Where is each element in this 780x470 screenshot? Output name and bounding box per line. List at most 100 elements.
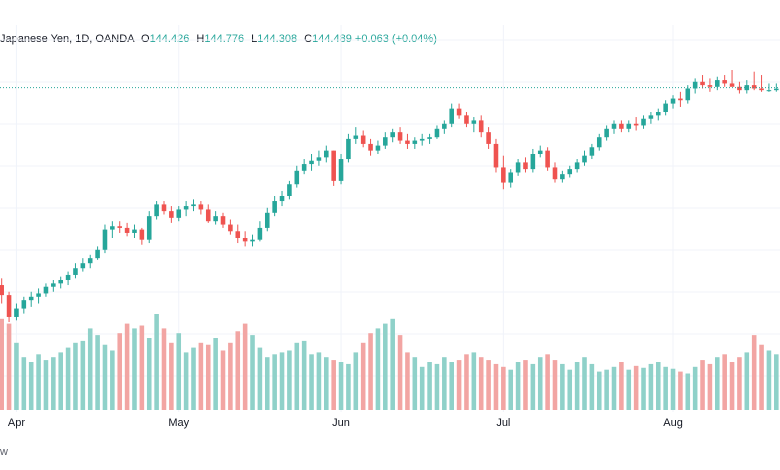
volume-bar	[670, 368, 676, 410]
candle-body	[124, 227, 130, 233]
candle-body	[65, 274, 71, 280]
candle-body	[146, 216, 152, 240]
candle-body	[729, 83, 735, 87]
candle-body	[619, 123, 624, 129]
volume-bar	[6, 323, 12, 410]
volume-bar	[0, 318, 4, 410]
candle-body	[405, 140, 410, 144]
volume-bar	[685, 373, 691, 410]
volume-bar	[176, 333, 182, 410]
volume-bar	[279, 352, 285, 410]
candle-body	[574, 162, 580, 170]
candle-body	[412, 140, 418, 144]
volume-bar	[154, 314, 159, 410]
high-value: 144.776	[204, 33, 245, 45]
x-axis: AprMayJunJulAugSep	[8, 417, 683, 429]
x-tick-label: Jun	[332, 417, 350, 429]
candle-body	[655, 112, 661, 116]
volume-bar	[346, 363, 351, 410]
volume-bar	[51, 357, 56, 410]
candle-body	[537, 150, 543, 154]
candle-body	[117, 226, 123, 228]
volume-bar	[250, 335, 255, 410]
volume-bar	[707, 363, 713, 410]
close-label: C	[304, 33, 313, 45]
volume-bar	[228, 342, 233, 410]
volume-bar	[729, 362, 735, 410]
candle-body	[604, 128, 609, 138]
volume-bar	[36, 354, 41, 410]
volume-bar	[508, 369, 514, 410]
candle-body	[478, 120, 484, 133]
candle-body	[51, 283, 56, 287]
volume-bar	[774, 354, 779, 410]
candle-body	[633, 123, 639, 126]
volume-bar	[139, 325, 145, 410]
open-value: 144.426	[149, 33, 190, 45]
volume-bar	[316, 352, 322, 410]
volume-bar	[715, 357, 720, 410]
change-value: +0.063 (+0.04%)	[354, 33, 437, 45]
candle-body	[264, 212, 270, 228]
candle-body	[737, 86, 742, 91]
volume-bar	[353, 352, 359, 410]
candle-body	[545, 150, 550, 168]
candle-body	[692, 81, 698, 89]
candle-body	[176, 209, 182, 218]
volume-bar	[375, 328, 381, 410]
candle-body	[36, 293, 41, 297]
volume-bar	[678, 371, 683, 410]
volume-bar	[751, 335, 757, 410]
candle-body	[648, 115, 654, 119]
candle-body	[419, 138, 425, 141]
x-tick-label: Jul	[496, 417, 510, 429]
candle-body	[331, 150, 336, 181]
candle-body	[287, 184, 292, 196]
volume-bar	[582, 357, 587, 410]
volume-bar	[80, 340, 86, 410]
volume-bar	[309, 354, 314, 410]
candle-body	[132, 229, 137, 233]
low-value: 144.308	[257, 33, 298, 45]
candle-body	[722, 80, 727, 84]
candle-body	[368, 143, 373, 151]
candle-body	[346, 138, 351, 160]
volume-bar	[442, 357, 447, 410]
candle-body	[486, 132, 491, 144]
candle-body	[715, 80, 720, 87]
volume-bar	[619, 362, 624, 410]
candle-body	[456, 108, 462, 116]
volume-bar	[58, 352, 63, 410]
volume-bar	[242, 323, 248, 410]
volume-bar	[478, 357, 484, 410]
candle-body	[110, 226, 115, 230]
candle-body	[493, 143, 499, 168]
volume-bar	[132, 328, 137, 410]
volume-bar	[692, 366, 698, 410]
candles	[0, 70, 779, 322]
candle-body	[596, 137, 602, 148]
candle-body	[390, 132, 395, 138]
volume-bar	[589, 363, 595, 410]
volume-bar	[235, 331, 241, 410]
watermark-text: w	[0, 446, 8, 458]
volume-bar	[759, 344, 764, 410]
volume-bar	[397, 335, 403, 410]
volume-bar	[493, 363, 499, 410]
volume-bar	[700, 360, 705, 410]
ohlc-legend: Japanese Yen, 1D, OANDA O144.426 H144.77…	[0, 32, 437, 46]
volume-bar	[324, 357, 329, 410]
volume-bar	[545, 354, 550, 410]
candle-body	[759, 88, 764, 91]
volume-bar	[220, 350, 226, 410]
candle-body	[397, 132, 403, 141]
chart-grid	[0, 25, 780, 412]
volume-bar	[560, 363, 565, 410]
candle-body	[0, 285, 4, 296]
candle-body	[360, 135, 366, 144]
candle-body	[309, 160, 314, 165]
candle-body	[324, 150, 329, 158]
candle-body	[442, 123, 447, 129]
candle-body	[626, 123, 632, 129]
